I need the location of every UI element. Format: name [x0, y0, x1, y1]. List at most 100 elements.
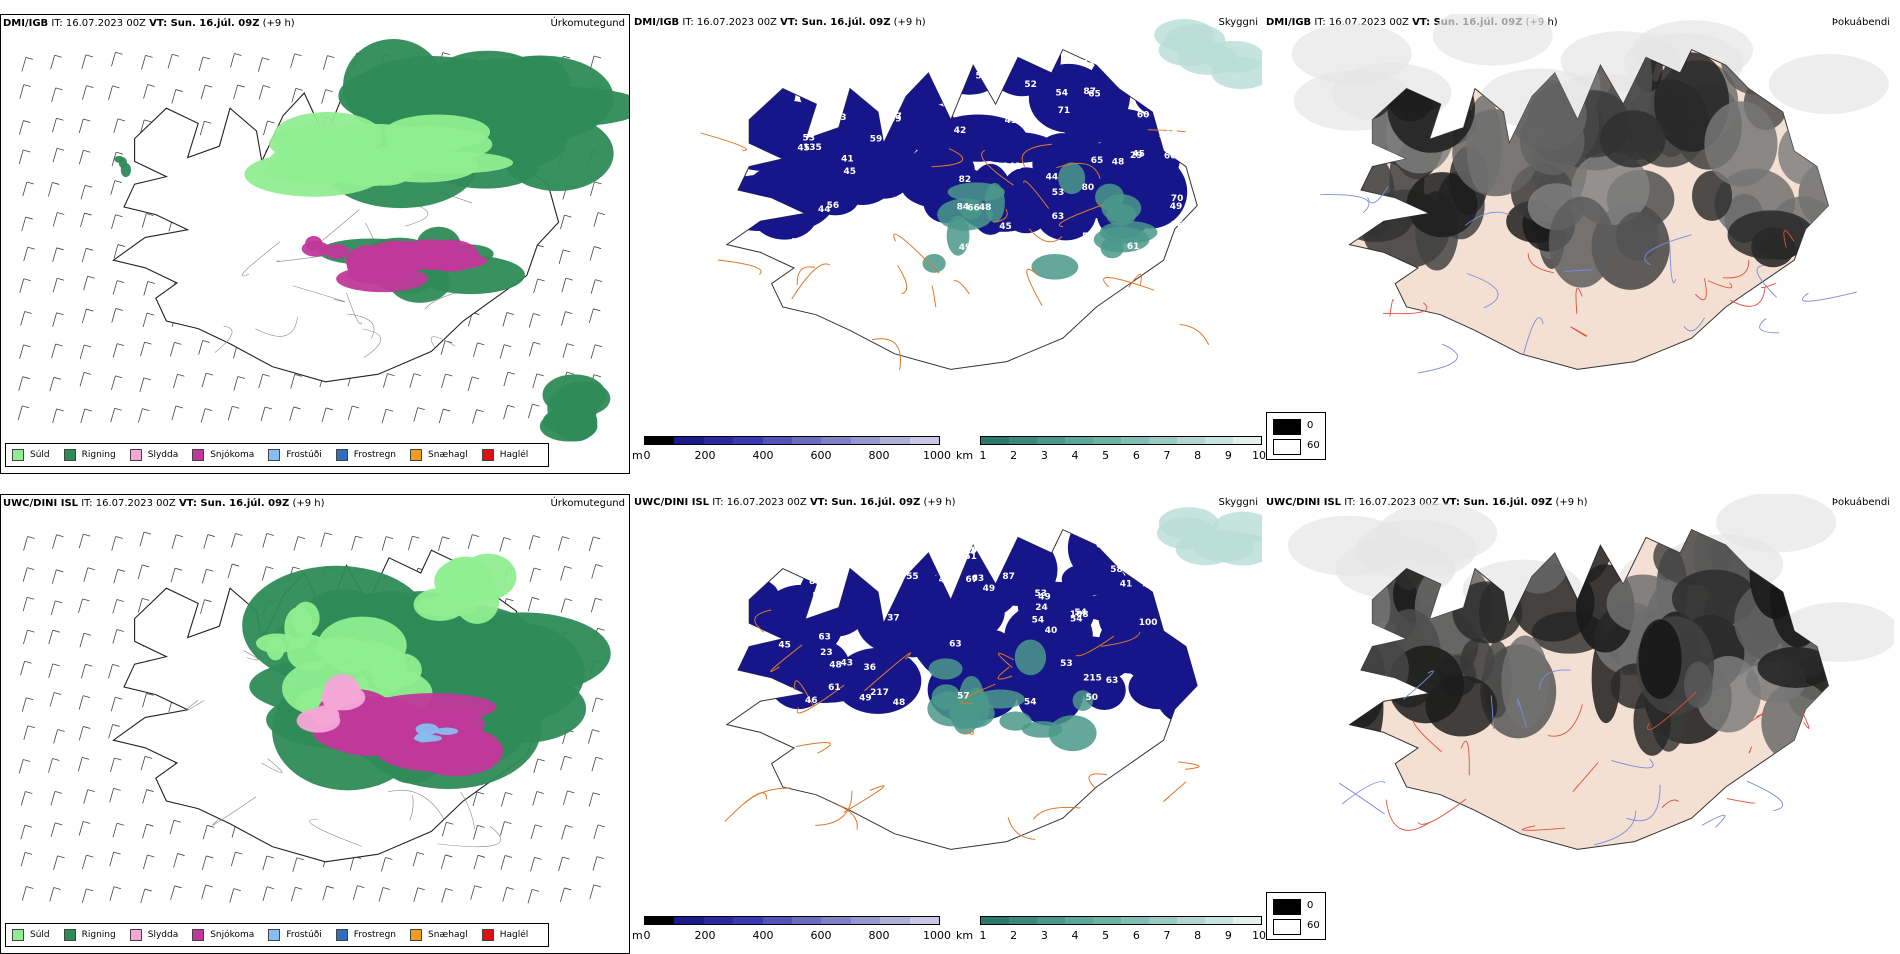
- legend-item: Súld: [12, 929, 50, 941]
- wind-barb: [50, 822, 63, 837]
- visibility-area: [1048, 715, 1097, 752]
- wind-barb: [18, 376, 30, 391]
- wind-barb: [527, 889, 540, 904]
- fog-height-value: 64: [956, 61, 969, 71]
- wind-barb: [112, 280, 125, 295]
- wind-barb: [527, 597, 540, 612]
- legend-item: Slydda: [129, 929, 178, 941]
- fog-height-value: 57: [1082, 232, 1095, 242]
- wind-barb: [20, 311, 32, 326]
- precip-area: [415, 732, 433, 743]
- fog-height-value: 54: [1032, 615, 1045, 625]
- fog-height-value: 47: [905, 227, 918, 237]
- fog-index-area: [1638, 619, 1682, 699]
- legend-item: Súld: [12, 449, 50, 461]
- wind-barb: [412, 851, 425, 867]
- wind-barb: [561, 311, 573, 326]
- wind-barb: [143, 84, 155, 99]
- colorbar-tick: 4: [1071, 449, 1079, 462]
- legend-label: Súld: [30, 930, 50, 940]
- colorbar-tick: 400: [752, 929, 774, 942]
- wind-barb: [52, 312, 64, 327]
- wind-barb: [230, 53, 242, 68]
- road-line: [1548, 704, 1583, 737]
- legend-label: Súld: [30, 450, 50, 460]
- colorbar-segment: [850, 917, 881, 924]
- wind-barb: [79, 344, 92, 360]
- fog-height-value: 60: [1164, 151, 1177, 161]
- road-line: [931, 148, 964, 168]
- fog-height-value: 54: [1074, 608, 1087, 618]
- fog-height-value: 48: [1112, 157, 1125, 167]
- wind-barb: [261, 566, 274, 581]
- wind-barb: [169, 342, 182, 357]
- wind-barb: [561, 277, 573, 293]
- precip-area: [384, 114, 491, 150]
- wind-barb: [140, 755, 153, 771]
- wind-barb: [532, 791, 544, 806]
- precip-area: [370, 240, 423, 263]
- road-line: [953, 280, 970, 295]
- wind-barb: [590, 181, 602, 196]
- fog-key-dark-label: 0: [1307, 420, 1314, 431]
- panel-variable-label: Skyggni: [1218, 17, 1258, 28]
- road-line: [1100, 631, 1141, 647]
- road-line: [1028, 228, 1063, 243]
- wind-barb: [138, 408, 150, 423]
- wind-barb: [533, 278, 545, 294]
- fog-height-value: 70: [1171, 194, 1184, 204]
- panel-title: UWC/DINI ISL IT: 16.07.2023 00Z VT: Sun.…: [1266, 497, 1588, 508]
- colorbar-segment: [821, 917, 851, 924]
- precip-area: [336, 265, 428, 293]
- wind-barb: [289, 406, 301, 422]
- fog-height-value: 43: [1005, 116, 1018, 126]
- visibility-area: [1014, 639, 1047, 676]
- wind-barb: [112, 822, 125, 838]
- wind-barb: [49, 376, 61, 392]
- road-line: [1103, 277, 1155, 291]
- wind-barb: [22, 596, 35, 612]
- wind-barb: [441, 888, 453, 903]
- legend-label: Haglél: [499, 450, 529, 460]
- fog-height-value: 44: [1149, 553, 1162, 563]
- wind-barb: [50, 600, 63, 615]
- fog-height-value: 48: [829, 661, 842, 671]
- wind-barb: [558, 249, 571, 264]
- road-line: [292, 285, 346, 303]
- fog-height-value: 53: [1052, 188, 1065, 198]
- wind-barb: [111, 536, 123, 551]
- colorbar-segment: [1177, 437, 1205, 444]
- wind-barb: [111, 151, 124, 167]
- fog-height-area: [788, 529, 872, 582]
- wind-barb: [440, 854, 453, 870]
- wind-barb: [51, 569, 64, 584]
- wind-barb: [111, 375, 123, 391]
- wind-barb: [351, 535, 363, 551]
- fog-index-area: [1778, 122, 1829, 185]
- fog-height-value: 227: [1159, 130, 1178, 140]
- colorbar-tick: 800: [868, 449, 890, 462]
- road-line: [931, 285, 937, 308]
- wind-barb: [52, 117, 64, 133]
- wind-barb: [78, 118, 91, 134]
- fog-height-value: 42: [954, 126, 967, 136]
- wind-barb: [591, 756, 604, 772]
- fog-height-value: 38: [860, 234, 873, 244]
- road-line: [795, 742, 831, 754]
- legend-item: Snæhagl: [410, 449, 468, 461]
- wind-barb: [49, 887, 61, 902]
- fog-height-value: 63: [1106, 676, 1119, 686]
- legend-swatch: [192, 449, 205, 461]
- road-line: [791, 263, 831, 300]
- precip-area: [305, 235, 323, 251]
- visibility-area: [1072, 690, 1094, 711]
- road-line: [744, 787, 791, 804]
- visibility-area: [1100, 238, 1124, 259]
- wind-barb: [109, 787, 121, 803]
- wind-barb: [258, 85, 271, 100]
- fog-height-value: 59: [889, 115, 902, 125]
- low-visibility-sea: [1158, 507, 1219, 540]
- fog-height-area: [932, 49, 1007, 95]
- fog-height-value: 59: [870, 135, 883, 145]
- colorbar-segment: [1121, 917, 1149, 924]
